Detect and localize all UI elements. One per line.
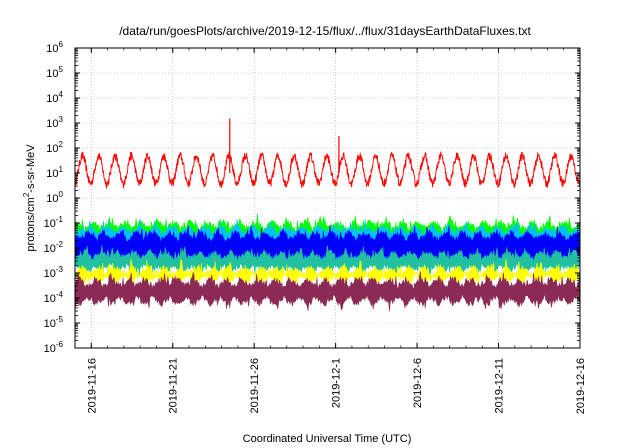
series-layer: [74, 118, 581, 312]
y-tick-label: 10-6: [44, 340, 64, 355]
x-axis-label: Coordinated Universal Time (UTC): [243, 433, 412, 445]
y-tick-label: 10-1: [44, 215, 64, 230]
y-tick-label: 10-2: [44, 240, 64, 255]
y-tick-label: 105: [46, 65, 63, 80]
y-tick-label: 10-5: [44, 315, 64, 330]
x-tick-label: 2019-12-11: [494, 358, 506, 413]
x-tick-label: 2019-12-6: [412, 358, 424, 408]
y-tick-label: 103: [46, 115, 63, 130]
y-tick-label: 101: [46, 165, 63, 180]
y-tick-label: 10-4: [44, 290, 64, 305]
x-tick-label: 2019-11-16: [86, 358, 98, 413]
x-tick-label: 2019-12-1: [331, 358, 343, 408]
y-tick-label: 102: [46, 140, 63, 155]
y-tick-label: 106: [46, 40, 63, 55]
y-tick-label: 100: [46, 190, 63, 205]
x-tick-label: 2019-11-21: [168, 358, 180, 413]
y-axis: 10-6 10-5 10-4 10-3 10-2 10-1 100 101 102 103 104 1…: [44, 40, 580, 355]
series-line-0: [74, 151, 581, 190]
y-axis-label: protons/cm2-s-sr-MeV: [22, 144, 37, 252]
y-tick-label: 10-3: [44, 265, 64, 280]
y-tick-label: 104: [46, 90, 63, 105]
x-axis: 2019-11-16 2019-11-21 2019-11-26 2019-12-1 2…: [86, 48, 587, 414]
x-tick-label: 2019-12-16: [575, 358, 587, 414]
x-tick-label: 2019-11-26: [249, 358, 261, 413]
chart-title: /data/run/goesPlots/archive/2019-12-15/f…: [119, 24, 531, 38]
